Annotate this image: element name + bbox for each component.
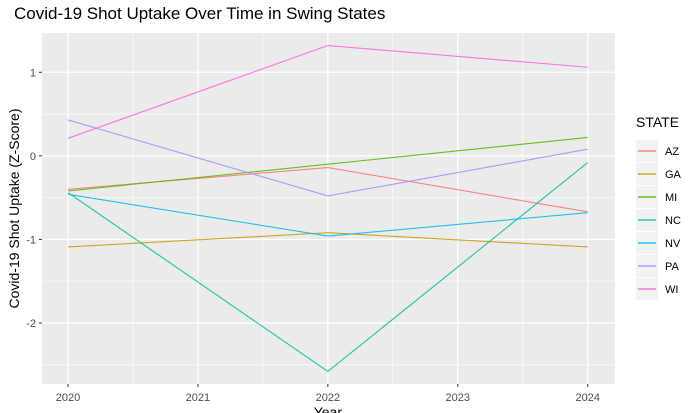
legend-label: GA — [665, 169, 682, 181]
y-tick-label: -1 — [26, 234, 36, 246]
legend-label: NV — [665, 238, 681, 250]
y-axis-label: Covid-19 Shot Uptake (Z-Score) — [6, 109, 22, 309]
y-tick-label: 1 — [30, 67, 36, 79]
legend-title: STATE — [636, 114, 679, 130]
series-line-ga — [67, 232, 588, 248]
legend-label: WI — [665, 284, 678, 296]
series-line-nc — [67, 162, 589, 373]
series-line-mi — [67, 136, 588, 192]
y-tick-label: -2 — [26, 318, 36, 330]
series-line-pa — [67, 119, 588, 197]
y-tick-label: 0 — [30, 151, 36, 163]
legend-label: MI — [665, 192, 677, 204]
x-tick-label: 2022 — [316, 392, 340, 404]
legend-label: PA — [665, 261, 680, 273]
x-tick-label: 2020 — [56, 392, 80, 404]
legend-label: AZ — [665, 146, 679, 158]
plot-panel — [42, 33, 615, 384]
chart-title: Covid-19 Shot Uptake Over Time in Swing … — [14, 4, 386, 23]
x-tick-label: 2024 — [575, 392, 599, 404]
series-line-wi — [67, 44, 588, 139]
series-line-nv — [67, 193, 588, 237]
x-tick-label: 2021 — [186, 392, 210, 404]
x-axis-label: Year — [314, 404, 343, 413]
x-tick-label: 2023 — [446, 392, 470, 404]
legend-label: NC — [665, 215, 681, 227]
